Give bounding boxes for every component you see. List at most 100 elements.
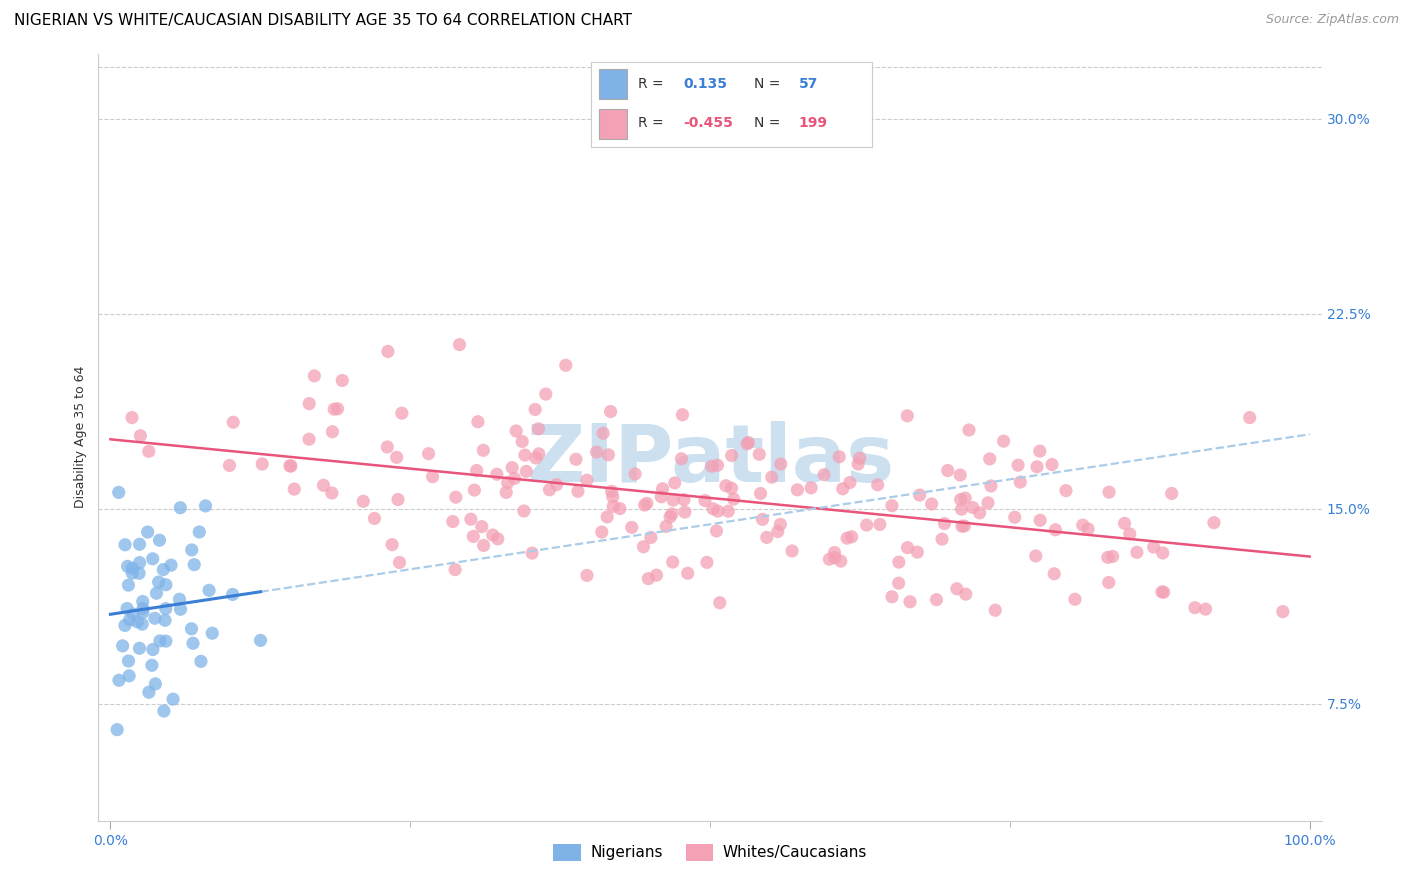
Point xyxy=(977,496,1000,510)
Point xyxy=(813,467,835,482)
Point xyxy=(567,484,589,499)
Point xyxy=(169,592,191,607)
Point xyxy=(180,543,202,558)
Point xyxy=(671,408,693,422)
Point xyxy=(720,481,742,495)
Point xyxy=(720,449,742,463)
Point xyxy=(735,437,758,451)
Point xyxy=(118,613,141,627)
Point xyxy=(950,519,973,533)
Point xyxy=(953,519,976,533)
Point xyxy=(201,626,224,640)
Text: R =: R = xyxy=(638,117,668,130)
Text: N =: N = xyxy=(754,77,785,91)
Point xyxy=(141,658,163,673)
Point xyxy=(633,498,655,512)
Point xyxy=(155,578,177,592)
Point xyxy=(222,415,245,429)
Point xyxy=(824,550,846,565)
Point xyxy=(252,457,274,471)
Point xyxy=(984,603,1007,617)
Point xyxy=(152,563,174,577)
Point xyxy=(128,556,150,570)
Text: R =: R = xyxy=(638,77,668,91)
Point xyxy=(650,490,672,504)
Point xyxy=(496,475,519,490)
Point xyxy=(620,520,643,534)
Point xyxy=(218,458,240,473)
Point xyxy=(471,519,494,533)
Point xyxy=(600,484,623,499)
Point xyxy=(636,496,658,510)
Point xyxy=(925,592,948,607)
Point xyxy=(449,337,471,351)
Point xyxy=(676,566,699,581)
Point xyxy=(661,555,683,569)
Point xyxy=(769,517,792,532)
Point xyxy=(717,504,740,518)
Point xyxy=(278,458,301,473)
Point xyxy=(138,685,160,699)
Point xyxy=(830,554,852,568)
Point xyxy=(824,545,846,559)
Point xyxy=(1025,549,1047,563)
Point xyxy=(465,463,488,477)
Point xyxy=(198,583,221,598)
Point xyxy=(702,501,724,516)
Point xyxy=(664,475,686,490)
Point xyxy=(1150,585,1173,599)
Point xyxy=(114,538,136,552)
Point xyxy=(1114,516,1136,531)
Point xyxy=(838,475,860,490)
Point xyxy=(706,458,728,473)
Point xyxy=(780,544,803,558)
Point xyxy=(108,673,131,688)
Point xyxy=(592,426,614,441)
Point xyxy=(755,530,778,544)
Point xyxy=(153,613,176,627)
Point xyxy=(128,641,150,656)
Point xyxy=(486,532,509,546)
Point xyxy=(162,692,184,706)
Point xyxy=(1097,550,1119,565)
Point xyxy=(887,555,910,569)
Text: NIGERIAN VS WHITE/CAUCASIAN DISABILITY AGE 35 TO 64 CORRELATION CHART: NIGERIAN VS WHITE/CAUCASIAN DISABILITY A… xyxy=(14,13,633,29)
Point xyxy=(931,532,953,546)
Point xyxy=(495,485,517,500)
Point xyxy=(835,531,858,545)
Point xyxy=(709,596,731,610)
Point xyxy=(546,477,568,491)
Point xyxy=(737,435,759,450)
Point xyxy=(513,504,536,518)
Text: N =: N = xyxy=(754,117,785,130)
Point xyxy=(249,633,271,648)
Point xyxy=(1045,523,1067,537)
Point xyxy=(921,497,943,511)
Point xyxy=(841,530,863,544)
Point xyxy=(723,491,745,506)
Point xyxy=(131,617,153,632)
Point xyxy=(714,479,737,493)
Point xyxy=(969,506,991,520)
Point xyxy=(946,582,969,596)
Point xyxy=(693,493,716,508)
Point xyxy=(388,556,411,570)
Point xyxy=(624,467,647,481)
Point xyxy=(298,397,321,411)
Point xyxy=(387,492,409,507)
Point xyxy=(1077,522,1099,536)
Point xyxy=(132,605,155,619)
Point xyxy=(148,533,170,548)
Point xyxy=(659,509,682,524)
Point xyxy=(352,494,374,508)
Point xyxy=(118,669,141,683)
Point xyxy=(955,587,977,601)
Point xyxy=(503,471,526,485)
Point xyxy=(1098,485,1121,500)
Point xyxy=(598,448,620,462)
Point xyxy=(527,422,550,436)
Point xyxy=(304,368,326,383)
Point xyxy=(640,530,662,544)
Point xyxy=(513,448,536,462)
Point xyxy=(1064,592,1087,607)
